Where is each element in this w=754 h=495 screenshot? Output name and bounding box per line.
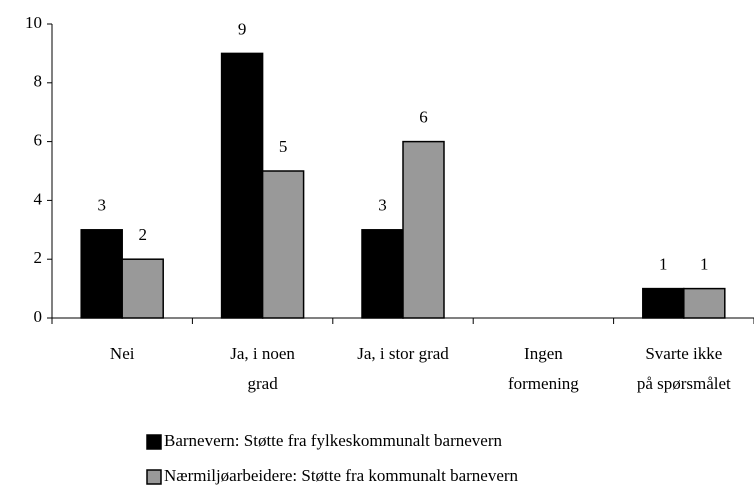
x-tick-label: Nei [110,344,135,363]
x-tick-label: Ja, i noen grad [230,344,295,393]
bar [361,229,404,319]
x-tick-label: Svarte ikke på spørsmålet [637,344,731,393]
bar [220,52,264,319]
y-tick-label: 4 [34,189,43,208]
bar [642,287,685,319]
y-tick-label: 10 [25,13,42,32]
bar [261,170,305,319]
value-label: 3 [97,196,106,215]
value-label: 5 [279,137,288,156]
legend-label: Nærmiljøarbeidere: Støtte fra kommunalt … [164,466,519,485]
legend-swatch [146,469,162,485]
bar [402,140,445,319]
value-label: 1 [659,255,668,274]
bar [121,258,164,319]
y-tick-label: 6 [34,131,43,150]
legend-swatch [146,434,162,450]
y-tick-label: 8 [34,72,43,91]
value-label: 6 [419,108,428,127]
y-tick-label: 2 [34,248,43,267]
value-label: 3 [378,196,387,215]
value-label: 1 [700,255,709,274]
value-label: 9 [238,19,247,38]
y-tick-label: 0 [34,307,43,326]
bar [683,287,726,319]
bar [80,229,123,319]
x-tick-label: Ingen formening [508,344,579,393]
x-tick-label: Ja, i stor grad [357,344,449,363]
legend-label: Barnevern: Støtte fra fylkeskommunalt ba… [164,431,502,450]
value-label: 2 [138,225,147,244]
